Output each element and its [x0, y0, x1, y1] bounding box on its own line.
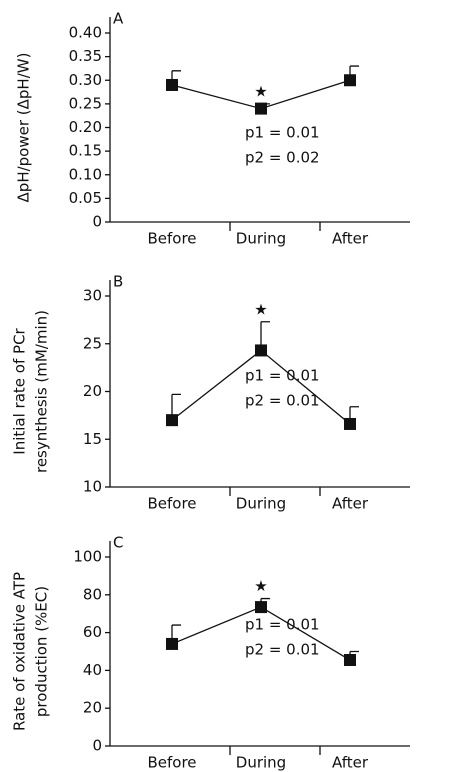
y-tick-label: 40	[83, 661, 102, 679]
data-point	[166, 414, 178, 427]
data-point	[255, 102, 267, 115]
panel-label: B	[113, 273, 123, 291]
y-tick-label: 80	[83, 585, 102, 603]
panel-label: C	[113, 534, 123, 552]
data-point	[255, 601, 267, 614]
y-tick-label: 0.15	[69, 142, 102, 160]
significance-marker: ★	[254, 577, 267, 595]
x-tick-label: During	[236, 230, 286, 248]
data-point	[166, 78, 178, 91]
x-tick-label: During	[236, 754, 286, 772]
y-tick-label: 0.35	[69, 47, 102, 65]
x-tick-label: Before	[147, 754, 196, 772]
y-tick-label: 0.05	[69, 189, 102, 207]
y-tick-label: 10	[83, 478, 102, 496]
y-tick-label: 100	[73, 548, 102, 566]
annotation: p2 = 0.01	[245, 392, 320, 410]
significance-marker: ★	[254, 300, 267, 318]
panel-label: A	[113, 10, 124, 28]
y-tick-label: 15	[83, 430, 102, 448]
y-axis-label: ΔpH/power (ΔpH/W)	[15, 53, 33, 203]
annotation: p2 = 0.01	[245, 641, 320, 659]
y-tick-label: 0.10	[69, 165, 102, 183]
data-line	[171, 349, 351, 425]
significance-marker: ★	[254, 82, 267, 100]
y-tick-label: 20	[83, 699, 102, 717]
y-tick-label: 0.30	[69, 71, 102, 89]
y-tick-label: 0	[92, 213, 102, 231]
annotation: p1 = 0.01	[245, 616, 320, 634]
x-tick-label: After	[332, 495, 369, 513]
y-tick-label: 30	[83, 287, 102, 305]
data-point	[344, 654, 356, 667]
annotation: p1 = 0.01	[245, 124, 320, 142]
data-point	[344, 417, 356, 430]
y-tick-label: 20	[83, 382, 102, 400]
y-tick-label: 60	[83, 623, 102, 641]
x-tick-label: Before	[147, 230, 196, 248]
x-tick-label: After	[332, 230, 369, 248]
y-axis-label: Rate of oxidative ATP	[11, 572, 29, 731]
y-axis-label: resynthesis (mM/min)	[33, 310, 51, 473]
data-point	[344, 74, 356, 87]
data-point	[255, 344, 267, 357]
annotation: p1 = 0.01	[245, 367, 320, 385]
y-tick-label: 25	[83, 334, 102, 352]
y-tick-label: 0.20	[69, 118, 102, 136]
x-tick-label: After	[332, 754, 369, 772]
data-point	[166, 637, 178, 650]
y-tick-label: 0.40	[69, 24, 102, 42]
annotation: p2 = 0.02	[245, 149, 320, 167]
x-tick-label: During	[236, 495, 286, 513]
y-tick-label: 0.25	[69, 94, 102, 112]
y-axis-label: Initial rate of PCr	[11, 327, 29, 454]
x-tick-label: Before	[147, 495, 196, 513]
y-tick-label: 0	[92, 737, 102, 755]
y-axis-label: production (%EC)	[33, 586, 51, 717]
